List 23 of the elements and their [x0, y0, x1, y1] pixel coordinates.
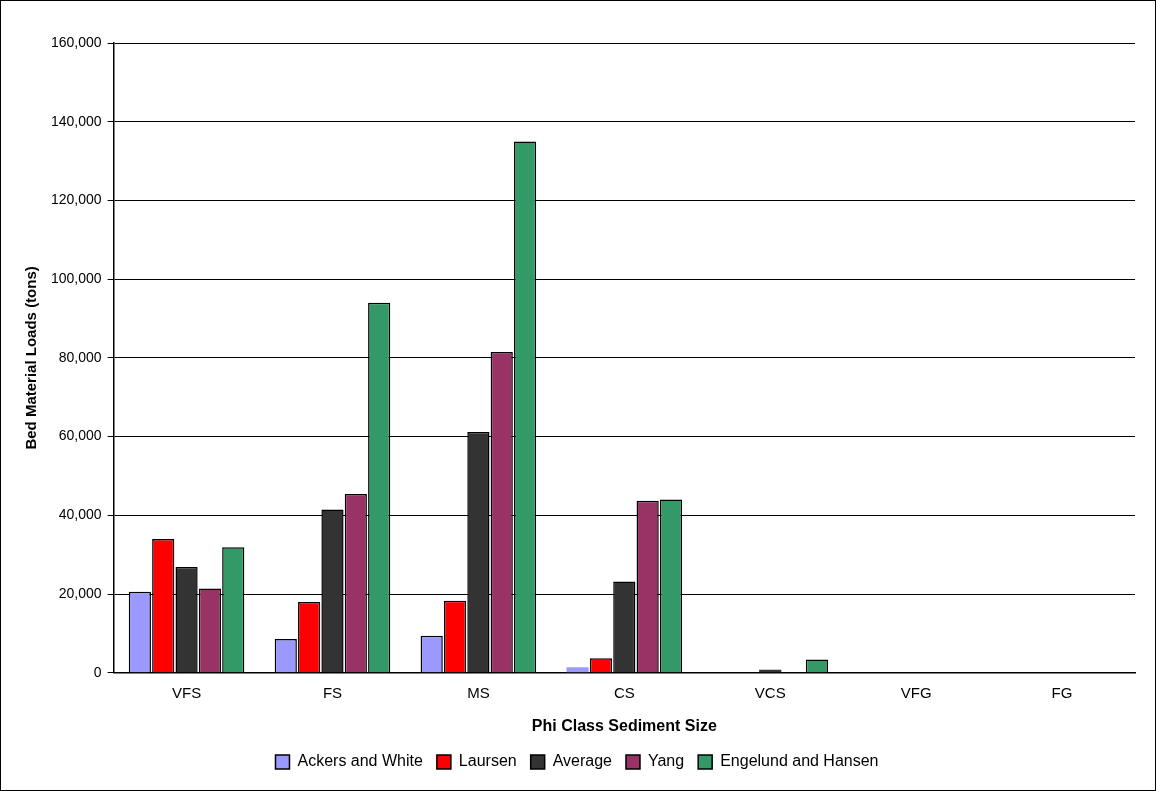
x-tick-label: MS	[467, 683, 490, 701]
y-tick-label: 20,000	[58, 584, 102, 601]
legend-label: Ackers and White	[297, 752, 423, 770]
x-tick-label: VFS	[171, 683, 202, 701]
y-tick-label: 0	[93, 663, 102, 680]
x-tick-label: CS	[613, 683, 635, 701]
y-tick-label: 100,000	[51, 270, 102, 287]
y-tick-label: 140,000	[51, 112, 102, 129]
x-axis-title: Phi Class Sediment Size	[531, 716, 717, 734]
y-axis-title: Bed Material Loads (tons)	[22, 266, 40, 450]
legend-label: Yang	[647, 752, 685, 770]
y-tick-label: 160,000	[51, 33, 102, 50]
legend-label: Average	[552, 752, 613, 770]
legend-label: Engelund and Hansen	[720, 752, 879, 770]
x-tick-label: VFG	[900, 683, 932, 701]
x-tick-label: FG	[1051, 683, 1073, 701]
y-tick-label: 80,000	[58, 348, 102, 365]
y-tick-label: 40,000	[58, 506, 102, 523]
x-tick-label: VCS	[754, 683, 786, 701]
y-tick-label: 60,000	[58, 427, 102, 444]
x-tick-label: FS	[322, 683, 343, 701]
y-tick-label: 120,000	[51, 191, 102, 208]
legend-label: Laursen	[458, 752, 517, 770]
